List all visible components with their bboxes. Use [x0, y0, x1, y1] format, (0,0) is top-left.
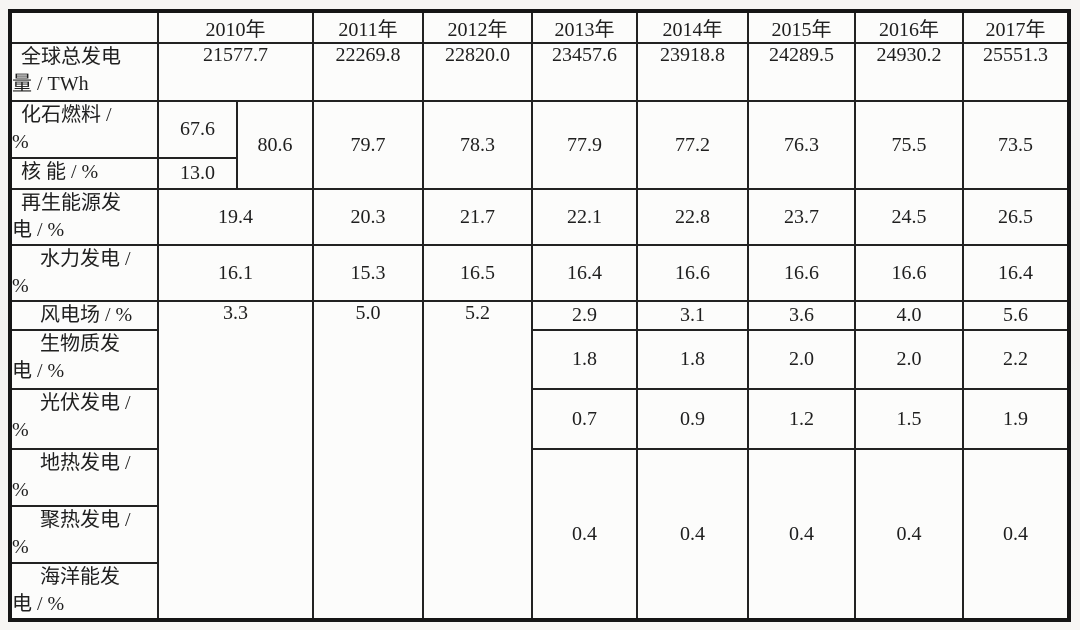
year-header-2013: 2013年: [531, 10, 638, 44]
value-cell: 16.6: [747, 244, 856, 302]
row-label-total: 全球总发电 量 / TWh: [9, 42, 159, 102]
value-cell: 22820.0: [422, 42, 533, 102]
value-cell: 1.8: [636, 329, 749, 390]
value-cell-merged: 80.6: [236, 100, 314, 190]
value-cell-merged: 5.0: [312, 300, 424, 621]
value-cell: 22269.8: [312, 42, 424, 102]
value-cell: 3.1: [636, 300, 749, 331]
value-cell: 21577.7: [157, 42, 314, 102]
value-cell: 16.4: [531, 244, 638, 302]
value-cell: 0.9: [636, 388, 749, 450]
row-label-biomass: 生物质发 电 / %: [9, 329, 159, 390]
header-row: 2010年 2011年 2012年 2013年 2014年 2015年 2016…: [9, 10, 1070, 44]
year-header-2016: 2016年: [854, 10, 964, 44]
value-cell: 23457.6: [531, 42, 638, 102]
row-label-solar-pv: 光伏发电 / %: [9, 388, 159, 450]
value-cell-merged: 75.5: [854, 100, 964, 190]
value-cell-merged: 3.3: [157, 300, 314, 621]
value-cell: 5.6: [962, 300, 1070, 331]
value-cell: 24.5: [854, 188, 964, 246]
value-cell: 22.1: [531, 188, 638, 246]
value-cell: 23.7: [747, 188, 856, 246]
row-csp: 聚热发电 / %: [9, 505, 1069, 564]
value-cell: 2.9: [531, 300, 638, 331]
value-cell: 1.2: [747, 388, 856, 450]
value-cell: 16.5: [422, 244, 533, 302]
value-cell-merged: 0.4: [636, 448, 749, 621]
row-hydro: 水力发电 / % 16.1 15.3 16.5 16.4 16.6 16.6 1…: [9, 244, 1070, 302]
value-cell-merged: 77.9: [531, 100, 638, 190]
value-cell: 20.3: [312, 188, 424, 246]
value-cell: 2.0: [747, 329, 856, 390]
year-header-2015: 2015年: [747, 10, 856, 44]
row-geothermal: 地热发电 / % 0.4 0.4 0.4 0.4 0.4: [9, 448, 1070, 621]
value-cell-merged: 0.4: [747, 448, 856, 621]
value-cell: 15.3: [312, 244, 424, 302]
row-biomass: 生物质发 电 / % 1.8 1.8 2.0 2.0 2.2: [9, 329, 1070, 390]
value-cell: 19.4: [157, 188, 314, 246]
row-wind: 风电场 / % 3.3 5.0 5.2 2.9 3.1 3.6 4.0 5.6: [9, 300, 1070, 621]
value-cell: 26.5: [962, 188, 1070, 246]
row-nuclear: 核 能 / % 13.0: [9, 157, 1069, 190]
year-header-2017: 2017年: [962, 10, 1070, 44]
row-label-nuclear: 核 能 / %: [9, 157, 159, 190]
value-cell: 2.0: [854, 329, 964, 390]
row-label-hydro: 水力发电 / %: [9, 244, 159, 302]
year-header-2014: 2014年: [636, 10, 749, 44]
value-cell-merged: 0.4: [854, 448, 964, 621]
value-cell: 16.6: [636, 244, 749, 302]
value-cell-merged: 73.5: [962, 100, 1070, 190]
value-cell: 13.0: [157, 157, 238, 190]
value-cell-merged: 78.3: [422, 100, 533, 190]
row-solar-pv: 光伏发电 / % 0.7 0.9 1.2 1.5 1.9: [9, 388, 1070, 450]
row-label-csp: 聚热发电 / %: [9, 505, 159, 564]
value-cell: 16.6: [854, 244, 964, 302]
value-cell: 1.5: [854, 388, 964, 450]
row-ocean: 海洋能发 电 / %: [9, 562, 1069, 621]
row-label-wind: 风电场 / %: [9, 300, 159, 331]
value-cell-merged: 77.2: [636, 100, 749, 190]
value-cell-merged: 0.4: [531, 448, 638, 621]
value-cell-merged: 79.7: [312, 100, 424, 190]
row-label-geothermal: 地热发电 / %: [9, 448, 159, 507]
value-cell: 22.8: [636, 188, 749, 246]
value-cell: 25551.3: [962, 42, 1070, 102]
value-cell: 24289.5: [747, 42, 856, 102]
value-cell: 21.7: [422, 188, 533, 246]
row-renewable: 再生能源发 电 / % 19.4 20.3 21.7 22.1 22.8 23.…: [9, 188, 1070, 246]
row-label-fossil: 化石燃料 / %: [9, 100, 159, 159]
row-label-ocean: 海洋能发 电 / %: [9, 562, 159, 621]
value-cell: 1.8: [531, 329, 638, 390]
year-header-2011: 2011年: [312, 10, 424, 44]
value-cell: 16.4: [962, 244, 1070, 302]
value-cell-merged: 5.2: [422, 300, 533, 621]
value-cell: 23918.8: [636, 42, 749, 102]
row-fossil: 化石燃料 / % 67.6 80.6 79.7 78.3 77.9 77.2 7…: [9, 100, 1070, 190]
row-label-renewable: 再生能源发 电 / %: [9, 188, 159, 246]
value-cell-merged: 0.4: [962, 448, 1070, 621]
value-cell: 0.7: [531, 388, 638, 450]
value-cell: 3.6: [747, 300, 856, 331]
year-header-2010: 2010年: [157, 10, 314, 44]
value-cell-merged: 76.3: [747, 100, 856, 190]
value-cell: 67.6: [157, 100, 238, 159]
value-cell: 16.1: [157, 244, 314, 302]
year-header-2012: 2012年: [422, 10, 533, 44]
value-cell: 4.0: [854, 300, 964, 331]
value-cell: 1.9: [962, 388, 1070, 450]
row-total-generation: 全球总发电 量 / TWh 21577.7 22269.8 22820.0 23…: [9, 42, 1070, 102]
corner-cell: [9, 10, 159, 44]
value-cell: 2.2: [962, 329, 1070, 390]
global-generation-table: 2010年 2011年 2012年 2013年 2014年 2015年 2016…: [8, 9, 1071, 622]
value-cell: 24930.2: [854, 42, 964, 102]
